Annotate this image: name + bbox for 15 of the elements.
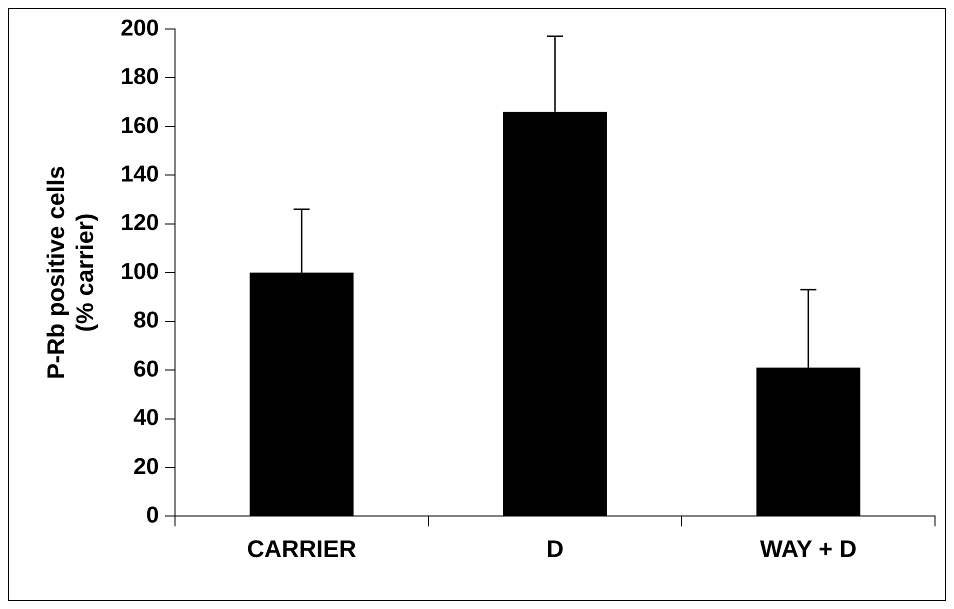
y-tick-label: 40 <box>133 404 159 430</box>
y-axis-title: P-Rb positive cells (% carrier) <box>43 166 99 380</box>
y-tick-label: 100 <box>120 258 159 284</box>
y-tick-label: 200 <box>120 14 159 40</box>
y-tick-label: 160 <box>120 112 159 138</box>
x-tick-label: D <box>546 536 564 564</box>
x-tick-label: CARRIER <box>246 536 356 564</box>
y-tick-label: 80 <box>133 306 159 333</box>
y-tick-label: 20 <box>133 452 159 479</box>
y-tick-label: 60 <box>133 355 159 382</box>
y-tick-label: 120 <box>120 209 159 236</box>
y-tick-label: 0 <box>146 502 159 528</box>
y-tick-label: 140 <box>120 160 159 187</box>
y-tick-label: 180 <box>120 63 159 90</box>
x-tick-label: WAY + D <box>760 536 857 564</box>
